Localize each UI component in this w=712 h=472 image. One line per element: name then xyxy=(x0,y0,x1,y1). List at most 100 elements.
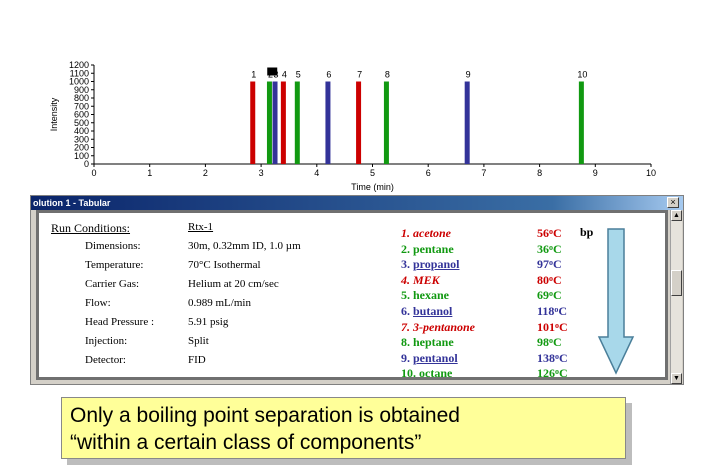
component-name: 5. hexane xyxy=(401,288,449,303)
y-tick-label: 1200 xyxy=(69,60,89,70)
condition-value: 5.91 psig xyxy=(188,316,229,328)
component-name: 2. pentane xyxy=(401,242,454,257)
component-name: 1. acetone xyxy=(401,226,451,241)
condition-label: Detector: xyxy=(85,354,126,366)
close-icon: × xyxy=(670,197,676,207)
x-tick-label: 3 xyxy=(259,168,264,178)
scroll-down-button[interactable]: ▼ xyxy=(671,373,682,384)
peak-bar xyxy=(272,81,278,164)
component-number: 6. xyxy=(401,304,413,318)
peak-label: 10 xyxy=(577,70,587,80)
window-titlebar[interactable]: olution 1 - Tabular xyxy=(31,196,683,210)
condition-label: Temperature: xyxy=(85,259,144,271)
bp-unit: C xyxy=(553,241,562,256)
component-bp: 126oC xyxy=(537,366,568,381)
condition-label: Head Pressure : xyxy=(85,316,155,328)
column-name: Rtx-1 xyxy=(188,221,214,233)
peak-bar xyxy=(325,81,331,164)
caption-box: Only a boiling point separation is obtai… xyxy=(61,397,626,459)
condition-value: 0.989 mL/min xyxy=(188,297,251,309)
component-bp: 69oC xyxy=(537,288,562,303)
y-tick-label: 100 xyxy=(74,151,89,161)
component-bp: 80oC xyxy=(537,273,562,288)
degree-symbol: o xyxy=(549,289,553,299)
peak-bar xyxy=(294,81,300,164)
degree-symbol: o xyxy=(549,336,553,346)
component-bp: 97oC xyxy=(537,257,562,272)
peak-label: 9 xyxy=(466,70,471,80)
component-label: butanol xyxy=(413,304,453,318)
chromatogram: 0 1 2 3 4 5 6 7 8 9 10 0 100 200 300 400 500 600 700 800 900… xyxy=(0,0,712,195)
x-tick-label: 2 xyxy=(203,168,208,178)
bp-value: 118 xyxy=(537,304,555,318)
peak-label: 1 xyxy=(251,70,256,80)
component-name: 4. MEK xyxy=(401,273,440,288)
y-tick-label: 800 xyxy=(74,93,89,103)
arrow-up-icon: ▲ xyxy=(673,212,680,219)
component-label: heptane xyxy=(413,335,454,350)
bp-value: 138 xyxy=(537,350,555,365)
component-bp: 98oC xyxy=(537,335,562,350)
close-button[interactable]: × xyxy=(667,197,679,208)
peak-bar xyxy=(356,81,362,164)
bp-value: 126 xyxy=(537,366,555,381)
bp-value: 69 xyxy=(537,288,549,303)
peak-bar xyxy=(280,81,286,164)
bp-value: 101 xyxy=(537,319,555,334)
component-number: 3. xyxy=(401,257,413,272)
condition-value: 70°C Isothermal xyxy=(188,259,261,271)
y-tick-label: 700 xyxy=(74,101,89,111)
bp-unit: C xyxy=(559,366,568,381)
x-tick-label: 7 xyxy=(481,168,486,178)
component-number: 1. xyxy=(401,226,413,240)
run-conditions-title: Run Conditions: xyxy=(51,221,131,235)
component-bp: 36oC xyxy=(537,242,562,257)
y-tick-label: 900 xyxy=(74,85,89,95)
degree-symbol: o xyxy=(549,273,553,283)
component-label: propanol xyxy=(413,257,460,272)
y-tick-label: 0 xyxy=(84,159,89,169)
y-axis-title: Intensity xyxy=(49,97,59,131)
y-tick-label: 300 xyxy=(74,134,89,144)
bp-unit: C xyxy=(553,272,562,287)
component-number: 8. xyxy=(401,335,413,350)
scroll-thumb[interactable] xyxy=(671,270,682,296)
component-label: pentanol xyxy=(413,350,458,365)
degree-symbol: o xyxy=(549,242,553,252)
x-tick-label: 0 xyxy=(91,168,96,178)
x-tick-label: 9 xyxy=(593,168,598,178)
component-bp: 138oC xyxy=(537,351,568,366)
bp-value: 97 xyxy=(537,257,549,272)
caption-line-1: Only a boiling point separation is obtai… xyxy=(70,404,460,427)
component-label: acetone xyxy=(413,226,451,240)
down-arrow-icon xyxy=(597,228,635,375)
peak-bar xyxy=(266,81,272,164)
peak-label: 5 xyxy=(296,70,301,80)
component-name: 9. pentanol xyxy=(401,351,458,366)
component-bp: 118oC xyxy=(537,304,567,319)
peak-bar xyxy=(578,81,584,164)
degree-symbol: o xyxy=(549,227,553,236)
peak-label: 7 xyxy=(357,70,362,80)
component-number: 4. xyxy=(401,272,413,287)
condition-value: Helium at 20 cm/sec xyxy=(188,278,279,290)
vertical-scrollbar[interactable]: ▲ ▼ xyxy=(670,210,682,384)
condition-label: Carrier Gas: xyxy=(85,278,140,290)
bp-value: 98 xyxy=(537,335,549,350)
component-number: 10. xyxy=(401,366,419,381)
bp-unit: C xyxy=(553,257,562,272)
bp-unit: C xyxy=(553,226,562,240)
bp-unit: C xyxy=(558,304,568,318)
y-tick-label: 1000 xyxy=(69,77,89,87)
scroll-up-button[interactable]: ▲ xyxy=(671,210,682,221)
component-name: 7. 3-pentanone xyxy=(401,320,475,335)
condition-label: Injection: xyxy=(85,335,128,347)
x-tick-label: 10 xyxy=(646,168,656,178)
degree-symbol: o xyxy=(555,367,559,377)
x-tick-label: 8 xyxy=(537,168,542,178)
caption-line-2: “within a certain class of components” xyxy=(70,431,422,454)
overlap-marker xyxy=(267,67,278,76)
bp-value: 36 xyxy=(537,241,549,256)
component-label: MEK xyxy=(413,272,440,287)
y-tick-label: 500 xyxy=(74,118,89,128)
